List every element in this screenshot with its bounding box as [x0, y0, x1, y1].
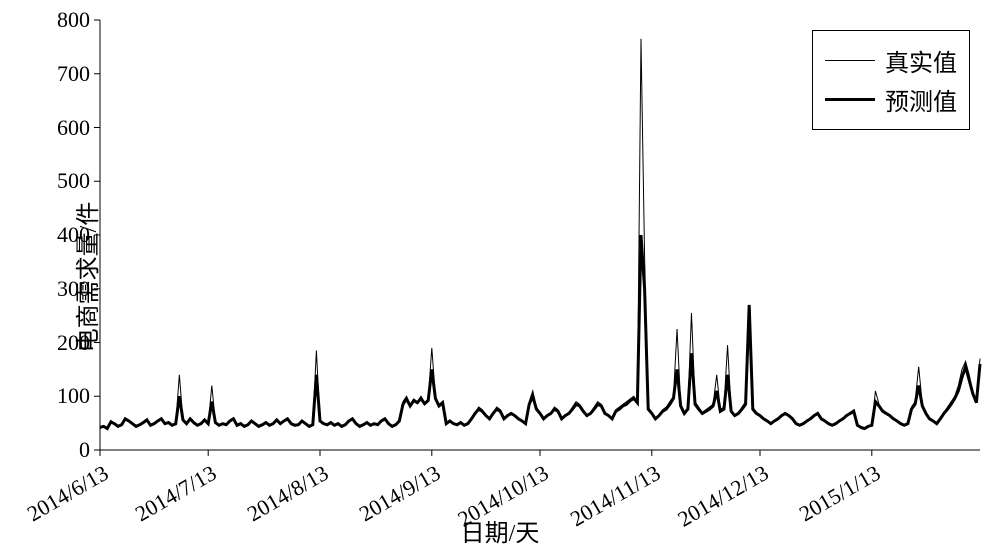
y-tick-label: 800	[57, 7, 90, 33]
legend-line-predicted	[825, 98, 875, 101]
y-tick-label: 300	[57, 276, 90, 302]
legend-item-actual: 真实值	[825, 43, 957, 78]
y-tick-label: 100	[57, 383, 90, 409]
y-tick-label: 400	[57, 222, 90, 248]
legend-line-actual	[825, 60, 875, 61]
y-tick-label: 600	[57, 115, 90, 141]
y-tick-label: 500	[57, 168, 90, 194]
series-line	[100, 235, 980, 429]
legend-label-predicted: 预测值	[885, 82, 957, 117]
y-tick-label: 700	[57, 61, 90, 87]
legend: 真实值 预测值	[812, 30, 970, 130]
chart-container: 电商需求量/件 日期/天 0100200300400500600700800 2…	[0, 0, 1000, 553]
legend-label-actual: 真实值	[885, 43, 957, 78]
y-tick-label: 200	[57, 330, 90, 356]
y-tick-label: 0	[79, 437, 90, 463]
legend-item-predicted: 预测值	[825, 82, 957, 117]
